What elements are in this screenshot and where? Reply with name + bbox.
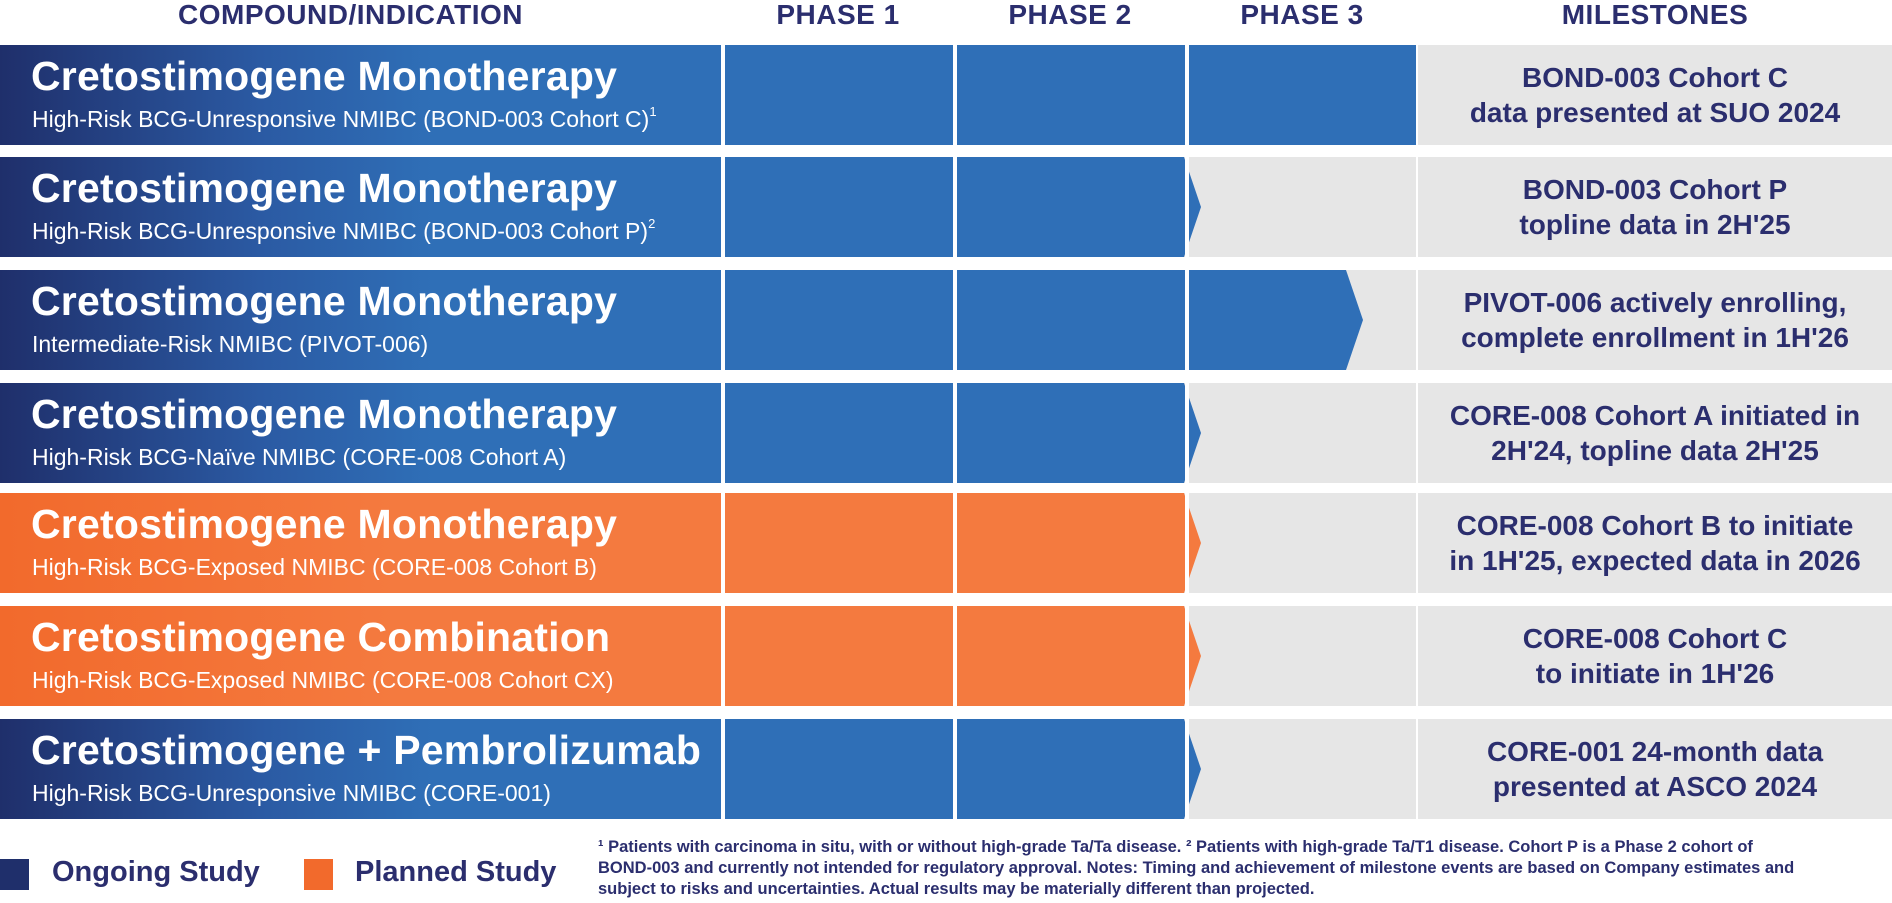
- phase-divider: [721, 606, 725, 706]
- milestone-text: 2H'24, topline data 2H'25: [1491, 435, 1819, 466]
- header-milestones: MILESTONES: [1561, 0, 1749, 30]
- phase-divider: [1185, 719, 1189, 819]
- phase-divider: [1185, 270, 1189, 370]
- phase-divider: [721, 270, 725, 370]
- compound-cell: Cretostimogene Monotherapy High-Risk BCG-…: [0, 45, 721, 145]
- milestone-cell: CORE-008 Cohort B to initiate in 1H'25, e…: [1418, 493, 1892, 593]
- milestone-text: presented at ASCO 2024: [1492, 771, 1818, 802]
- indication-label: High-Risk BCG-Exposed NMIBC (CORE-008 Co…: [32, 667, 614, 693]
- phase-divider: [953, 45, 957, 145]
- phase-divider: [1185, 493, 1189, 593]
- phase-divider: [953, 157, 957, 257]
- compound-cell: Cretostimogene Monotherapy High-Risk BCG-…: [0, 383, 721, 483]
- compound-cell: Cretostimogene Monotherapy High-Risk BCG-…: [0, 493, 721, 593]
- milestone-cell: CORE-001 24-month data presented at ASCO …: [1418, 719, 1892, 819]
- phase-divider: [1185, 157, 1189, 257]
- indication-label: High-Risk BCG-Naïve NMIBC (CORE-008 Coho…: [32, 444, 567, 470]
- footnote-marker: 2: [648, 216, 656, 231]
- milestone-text: CORE-008 Cohort A initiated in: [1449, 400, 1861, 431]
- compound-cell: Cretostimogene Monotherapy Intermediate-R…: [0, 270, 721, 370]
- phase-divider: [1185, 45, 1189, 145]
- milestone-text: data presented at SUO 2024: [1469, 97, 1841, 128]
- pipeline-row: Cretostimogene Monotherapy High-Risk BCG-…: [0, 45, 1892, 145]
- milestone-text: BOND-003 Cohort C: [1521, 62, 1788, 93]
- legend-ongoing-swatch: [0, 859, 29, 890]
- legend-ongoing-label: Ongoing Study: [52, 856, 260, 888]
- pipeline-row: Cretostimogene Monotherapy High-Risk BCG-…: [0, 493, 1892, 593]
- compound-cell: Cretostimogene Monotherapy High-Risk BCG-…: [0, 157, 721, 257]
- milestone-text: PIVOT-006 actively enrolling,: [1463, 287, 1847, 318]
- milestone-text: in 1H'25, expected data in 2026: [1449, 545, 1861, 576]
- compound-title: Cretostimogene Monotherapy: [31, 165, 618, 211]
- milestone-cell: CORE-008 Cohort A initiated in 2H'24, top…: [1418, 383, 1892, 483]
- compound-title: Cretostimogene Combination: [31, 614, 611, 660]
- indication-label: High-Risk BCG-Unresponsive NMIBC (BOND-0…: [32, 216, 656, 244]
- pipeline-row: Cretostimogene + Pembrolizumab High-Risk …: [0, 719, 1892, 819]
- compound-title: Cretostimogene Monotherapy: [31, 278, 618, 324]
- phase-divider: [721, 383, 725, 483]
- milestone-text: CORE-001 24-month data: [1486, 736, 1824, 767]
- phase-divider: [953, 493, 957, 593]
- milestone-cell: PIVOT-006 actively enrolling, complete en…: [1418, 270, 1892, 370]
- pipeline-row: Cretostimogene Monotherapy High-Risk BCG-…: [0, 383, 1892, 483]
- compound-cell: Cretostimogene Combination High-Risk BCG-…: [0, 606, 721, 706]
- milestone-cell: BOND-003 Cohort P topline data in 2H'25: [1418, 157, 1892, 257]
- compound-title: Cretostimogene Monotherapy: [31, 53, 618, 99]
- phase-divider: [953, 383, 957, 483]
- compound-cell: Cretostimogene + Pembrolizumab High-Risk …: [0, 719, 721, 819]
- indication-label: High-Risk BCG-Exposed NMIBC (CORE-008 Co…: [32, 554, 597, 580]
- phase-divider: [953, 719, 957, 819]
- compound-title: Cretostimogene Monotherapy: [31, 501, 618, 547]
- header-compound-indication: COMPOUND/INDICATION: [178, 0, 523, 30]
- footnote-marker: 1: [649, 104, 657, 119]
- indication-label: Intermediate-Risk NMIBC (PIVOT-006): [32, 331, 429, 357]
- phase-divider: [953, 270, 957, 370]
- pipeline-row: Cretostimogene Monotherapy High-Risk BCG-…: [0, 157, 1892, 257]
- phase-divider: [721, 157, 725, 257]
- phase-divider: [953, 606, 957, 706]
- phase-divider: [721, 45, 725, 145]
- phase-divider: [1185, 383, 1189, 483]
- milestone-text: BOND-003 Cohort P: [1522, 174, 1788, 205]
- milestone-text: CORE-008 Cohort B to initiate: [1456, 510, 1854, 541]
- pipeline-row: Cretostimogene Monotherapy Intermediate-R…: [0, 270, 1892, 370]
- indication-label: High-Risk BCG-Unresponsive NMIBC (CORE-0…: [32, 780, 551, 806]
- milestone-cell: CORE-008 Cohort C to initiate in 1H'26: [1418, 606, 1892, 706]
- footnote: ¹ Patients with carcinoma in situ, with …: [598, 838, 1795, 898]
- milestone-text: CORE-008 Cohort C: [1522, 623, 1788, 654]
- header-phase-2: PHASE 2: [1008, 0, 1132, 30]
- milestone-cell: BOND-003 Cohort C data presented at SUO 2…: [1418, 45, 1892, 145]
- legend-planned-label: Planned Study: [355, 856, 557, 888]
- phase-divider: [721, 719, 725, 819]
- milestone-text: to initiate in 1H'26: [1535, 658, 1775, 689]
- header-phase-3: PHASE 3: [1240, 0, 1364, 30]
- header-phase-1: PHASE 1: [776, 0, 900, 30]
- milestone-text: topline data in 2H'25: [1519, 209, 1791, 240]
- pipeline-row: Cretostimogene Combination High-Risk BCG-…: [0, 606, 1892, 706]
- legend-planned-swatch: [304, 859, 333, 890]
- milestone-text: complete enrollment in 1H'26: [1461, 322, 1849, 353]
- compound-title: Cretostimogene Monotherapy: [31, 391, 618, 437]
- phase-divider: [721, 493, 725, 593]
- indication-label: High-Risk BCG-Unresponsive NMIBC (BOND-0…: [32, 104, 657, 132]
- compound-title: Cretostimogene + Pembrolizumab: [31, 727, 702, 773]
- phase-divider: [1185, 606, 1189, 706]
